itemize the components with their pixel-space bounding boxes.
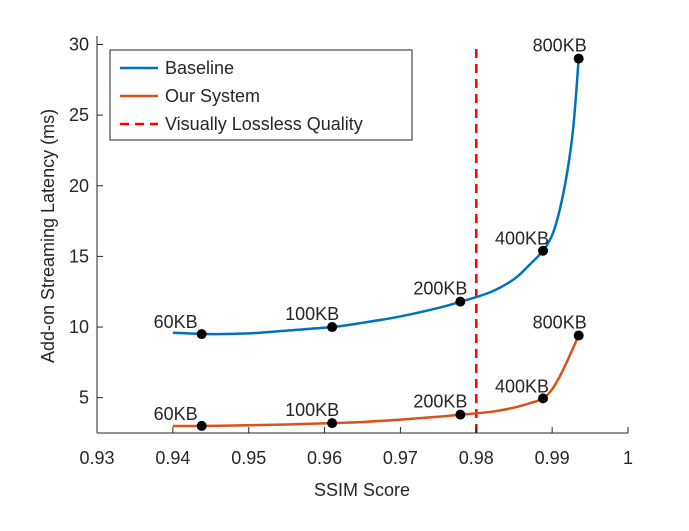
x-tick-label: 0.98 <box>459 448 494 468</box>
point-label-baseline: 60KB <box>154 312 198 332</box>
legend-box <box>109 49 413 141</box>
point-label-baseline: 800KB <box>533 36 587 56</box>
legend-label-threshold: Visually Lossless Quality <box>165 114 363 134</box>
legend-label-baseline: Baseline <box>165 58 234 78</box>
point-label-baseline: 400KB <box>495 229 549 249</box>
y-tick-label: 10 <box>69 317 89 337</box>
data-point-our_system <box>196 420 207 431</box>
x-tick-label: 0.99 <box>535 448 570 468</box>
point-label-our_system: 100KB <box>285 400 339 420</box>
y-tick-label: 15 <box>69 246 89 266</box>
y-tick-label: 20 <box>69 176 89 196</box>
x-tick-label: 0.97 <box>383 448 418 468</box>
x-tick-label: 1 <box>623 448 633 468</box>
point-label-baseline: 200KB <box>413 279 467 299</box>
series-line-baseline <box>172 58 580 336</box>
data-point-baseline <box>538 245 549 256</box>
point-label-baseline: 100KB <box>285 304 339 324</box>
data-point-our_system <box>573 330 584 341</box>
point-label-our_system: 400KB <box>495 376 549 396</box>
data-point-our_system <box>455 409 466 420</box>
plot-markers <box>196 53 584 431</box>
x-axis-title: SSIM Score <box>314 480 410 500</box>
data-point-baseline <box>196 329 207 340</box>
legend-label-our-system: Our System <box>165 86 260 106</box>
y-tick-label: 30 <box>69 34 89 54</box>
y-axis-title: Add-on Streaming Latency (ms) <box>38 109 58 363</box>
x-tick-label: 0.95 <box>231 448 266 468</box>
y-tick-label: 25 <box>69 105 89 125</box>
legend: Baseline Our System Visually Lossless Qual… <box>109 49 413 141</box>
point-label-our_system: 800KB <box>533 313 587 333</box>
data-point-our_system <box>538 393 549 404</box>
data-point-baseline <box>327 322 338 333</box>
x-tick-label: 0.96 <box>307 448 342 468</box>
x-tick-label: 0.93 <box>79 448 114 468</box>
point-labels: 60KB 100KB 200KB 400KB 800KB 60KB 100KB 200KB 40… <box>154 36 587 424</box>
point-label-our_system: 60KB <box>154 404 198 424</box>
point-label-our_system: 200KB <box>413 392 467 412</box>
data-point-our_system <box>327 418 338 429</box>
y-tick-label: 5 <box>79 388 89 408</box>
data-point-baseline <box>455 296 466 307</box>
data-point-baseline <box>573 53 584 64</box>
x-tick-label: 0.94 <box>155 448 190 468</box>
